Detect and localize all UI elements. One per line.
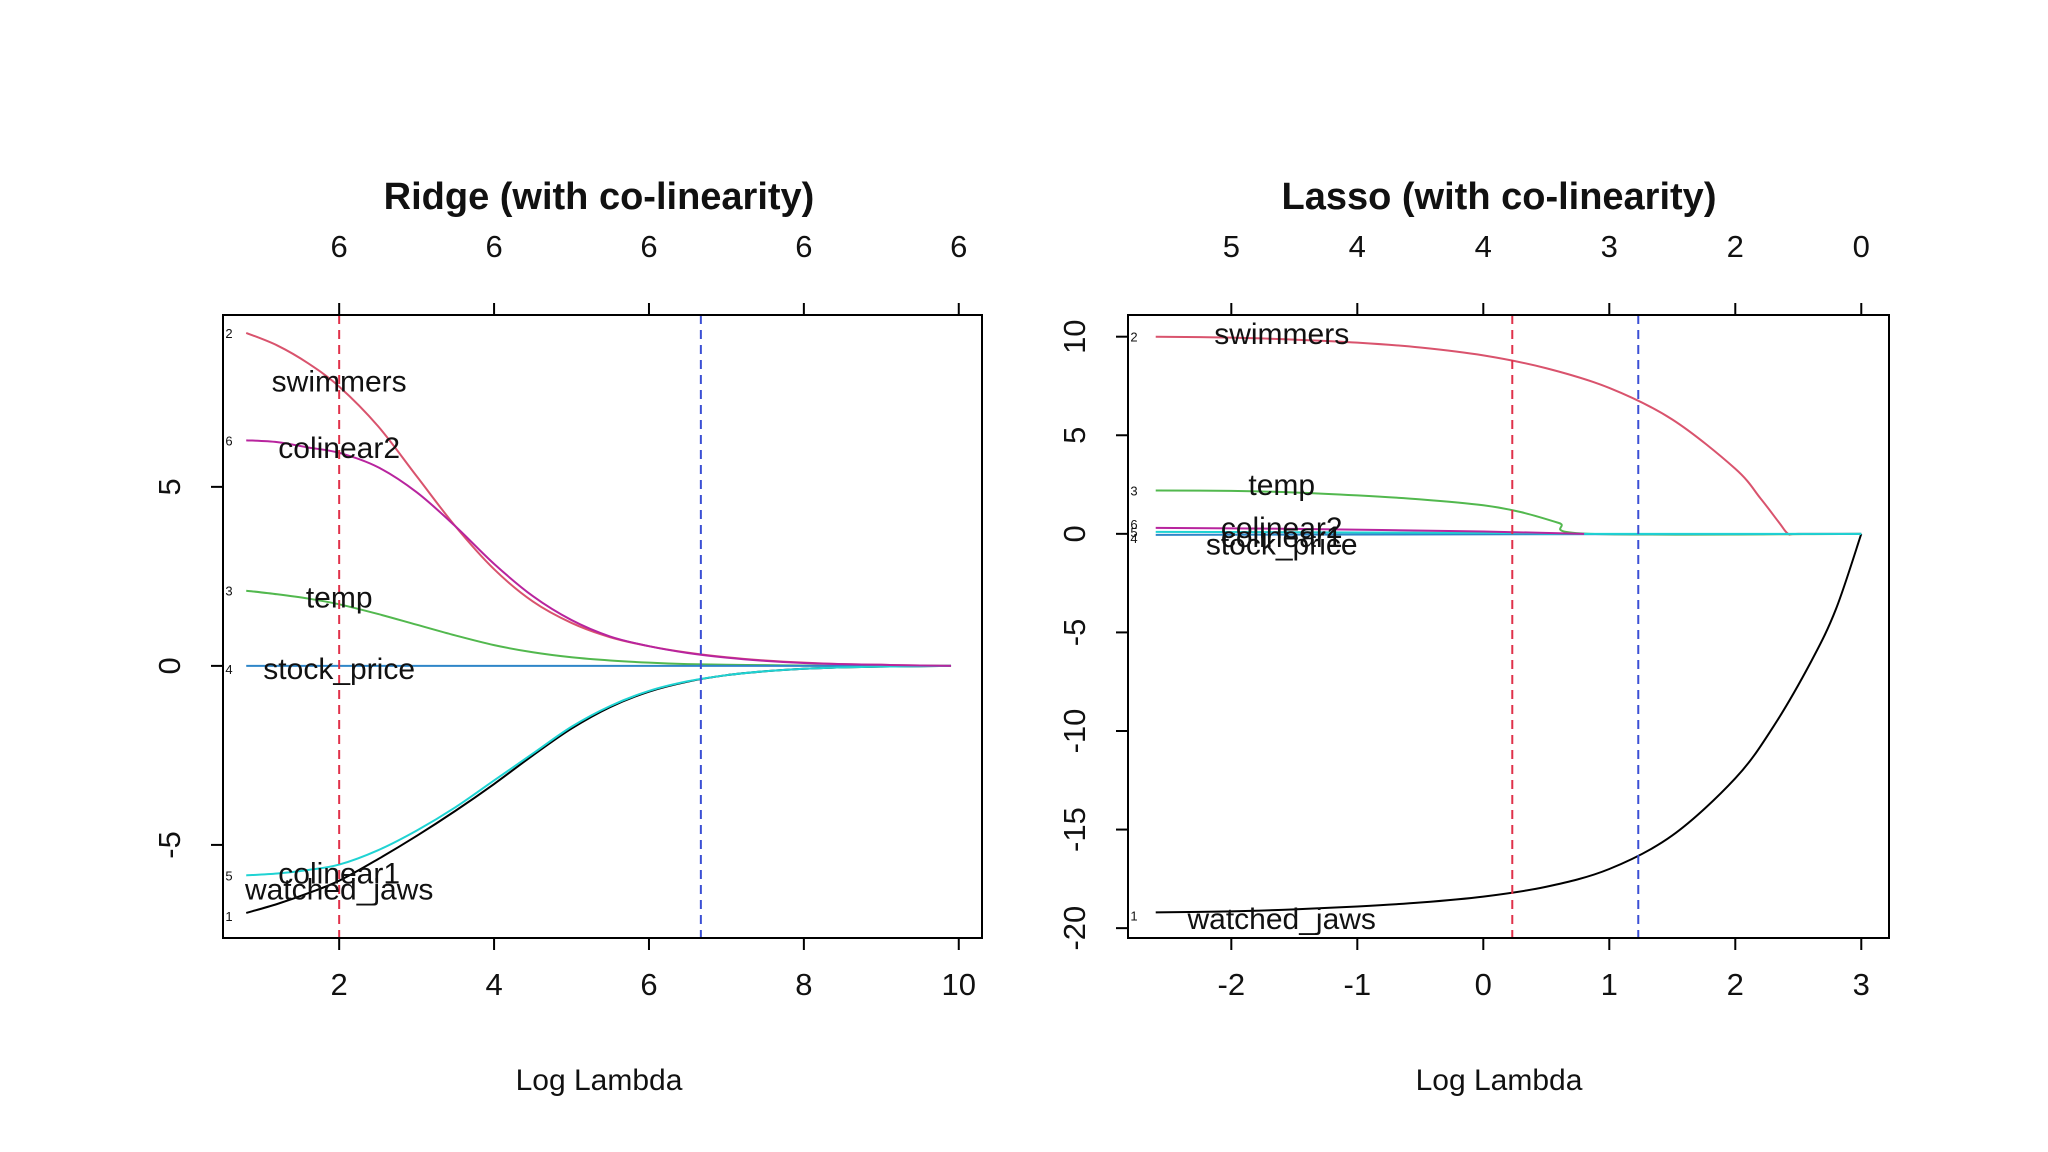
ridge-line-colinear1: [246, 664, 952, 877]
ridge-x-axis-label: Log Lambda: [516, 1064, 683, 1097]
lasso-series-index-5: 5: [1130, 525, 1137, 540]
lasso-y-tick-label: -10: [1057, 709, 1092, 754]
lasso-y-tick-label: -20: [1057, 906, 1092, 951]
ridge-y-tick-label: -5: [152, 831, 187, 859]
lasso-plot-frame: [1127, 314, 1890, 939]
ridge-line-colinear2: [246, 439, 952, 667]
ridge-series-index-1: 1: [225, 909, 232, 924]
lasso-top-tick-label: 3: [1601, 229, 1618, 264]
lasso-top-tick-label: 2: [1727, 229, 1744, 264]
ridge-series-index-3: 3: [225, 584, 232, 599]
ridge-series-index-5: 5: [225, 868, 232, 883]
lasso-line-colinear2: [1155, 526, 1585, 535]
lasso-line-watched_jaws: [1155, 533, 1863, 914]
ridge-x-tick-label: 6: [640, 967, 657, 1002]
ridge-series-label-temp: temp: [306, 581, 373, 614]
ridge-top-tick-label: 6: [795, 229, 812, 264]
ridge-series-index-4: 4: [225, 662, 232, 677]
lasso-y-tick-label: 10: [1057, 319, 1092, 353]
lasso-series-index-2: 2: [1130, 330, 1137, 345]
ridge-x-tick-label: 10: [942, 967, 976, 1002]
ridge-series-label-stock_price: stock_price: [263, 653, 415, 686]
ridge-top-tick-label: 6: [640, 229, 657, 264]
ridge-top-tick-label: 6: [331, 229, 348, 264]
ridge-top-tick-label: 6: [485, 229, 502, 264]
lasso-x-tick-label: 2: [1727, 967, 1744, 1002]
lasso-line-swimmers: [1155, 335, 1862, 536]
lasso-x-tick-label: -2: [1218, 967, 1246, 1002]
lasso-top-tick-label: 4: [1349, 229, 1366, 264]
ridge-top-tick-label: 6: [950, 229, 967, 264]
ridge-title: Ridge (with co-linearity): [384, 176, 815, 218]
lasso-series-index-6: 6: [1130, 517, 1137, 532]
ridge-plot-area: 2 4 6 8 10 6 6 6 6 6 -5 0 5 1 watched_jaws 2 swimmers 3 te…: [152, 229, 983, 1002]
ridge-plot-frame: [222, 314, 983, 939]
lasso-series-label-temp: temp: [1248, 469, 1315, 502]
ridge-x-tick-label: 4: [485, 967, 502, 1002]
lasso-series-label-colinear1: colinear1: [1221, 521, 1343, 554]
ridge-series-label-colinear2: colinear2: [278, 432, 400, 465]
lasso-y-tick-label: -15: [1057, 807, 1092, 852]
lasso-y-tick-label: 0: [1057, 525, 1092, 542]
lasso-series-label-watched_jaws: watched_jaws: [1186, 903, 1375, 936]
lasso-y-tick-label: 5: [1057, 427, 1092, 444]
lasso-panel: Lasso (with co-linearity) Log Lambda -2 -…: [1057, 176, 1890, 1097]
lasso-series-label-stock_price: stock_price: [1206, 529, 1358, 562]
ridge-y-tick-label: 5: [152, 478, 187, 495]
lasso-series-label-colinear2: colinear2: [1221, 512, 1343, 545]
lasso-series-index-1: 1: [1130, 908, 1137, 923]
ridge-y-tick-label: 0: [152, 657, 187, 674]
lasso-series-label-swimmers: swimmers: [1214, 318, 1349, 351]
lasso-title: Lasso (with co-linearity): [1282, 176, 1717, 218]
lasso-series-index-4: 4: [1130, 531, 1137, 546]
lasso-y-tick-label: -5: [1057, 619, 1092, 647]
ridge-series-index-2: 2: [225, 326, 232, 341]
ridge-x-tick-label: 8: [795, 967, 812, 1002]
lasso-x-tick-label: -1: [1344, 967, 1372, 1002]
ridge-series-label-watched_jaws: watched_jaws: [244, 874, 433, 907]
ridge-series-label-colinear1: colinear1: [278, 858, 400, 891]
ridge-series-label-swimmers: swimmers: [272, 366, 407, 399]
lasso-series-index-3: 3: [1130, 483, 1137, 498]
lasso-x-tick-label: 1: [1601, 967, 1618, 1002]
lasso-x-axis-label: Log Lambda: [1416, 1064, 1583, 1097]
ridge-x-tick-label: 2: [331, 967, 348, 1002]
lasso-top-tick-label: 0: [1853, 229, 1870, 264]
ridge-series-index-6: 6: [225, 433, 232, 448]
lasso-x-tick-label: 0: [1475, 967, 1492, 1002]
lasso-top-tick-label: 4: [1475, 229, 1492, 264]
lasso-x-tick-label: 3: [1853, 967, 1870, 1002]
ridge-panel: Ridge (with co-linearity) Log Lambda 2 4 6…: [152, 176, 983, 1097]
lasso-top-tick-label: 5: [1223, 229, 1240, 264]
